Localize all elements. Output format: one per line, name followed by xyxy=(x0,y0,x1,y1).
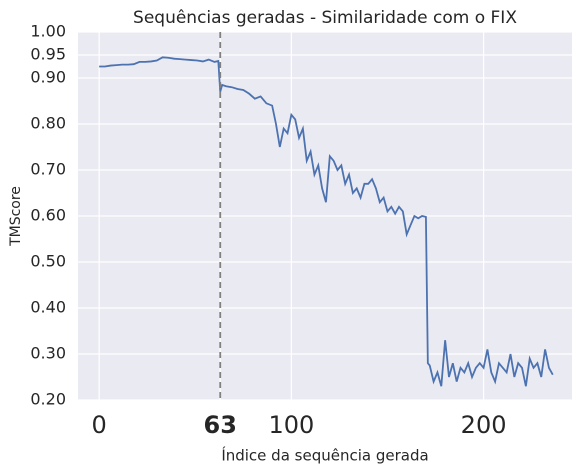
y-tick-label: 0.70 xyxy=(30,160,66,179)
y-tick-label: 0.95 xyxy=(30,45,66,64)
x-tick-label: 63 xyxy=(204,411,237,439)
x-tick-label: 0 xyxy=(92,411,107,439)
y-axis-label: TMScore xyxy=(8,186,24,247)
y-tick-label: 1.00 xyxy=(30,22,66,41)
y-tick-label: 0.50 xyxy=(30,252,66,271)
chart-title: Sequências geradas - Similaridade com o … xyxy=(133,8,517,28)
y-tick-label: 0.90 xyxy=(30,68,66,87)
x-axis-label: Índice da sequência gerada xyxy=(221,446,428,465)
line xyxy=(99,56,554,387)
x-tick-label: 100 xyxy=(268,411,314,439)
y-tick-label: 0.60 xyxy=(30,206,66,225)
y-tick-label: 0.40 xyxy=(30,298,66,317)
y-tick-label: 0.30 xyxy=(30,344,66,363)
y-tick-label: 0.20 xyxy=(30,390,66,409)
y-tick-label: 0.80 xyxy=(30,114,66,133)
x-tick-label: 200 xyxy=(461,411,507,439)
